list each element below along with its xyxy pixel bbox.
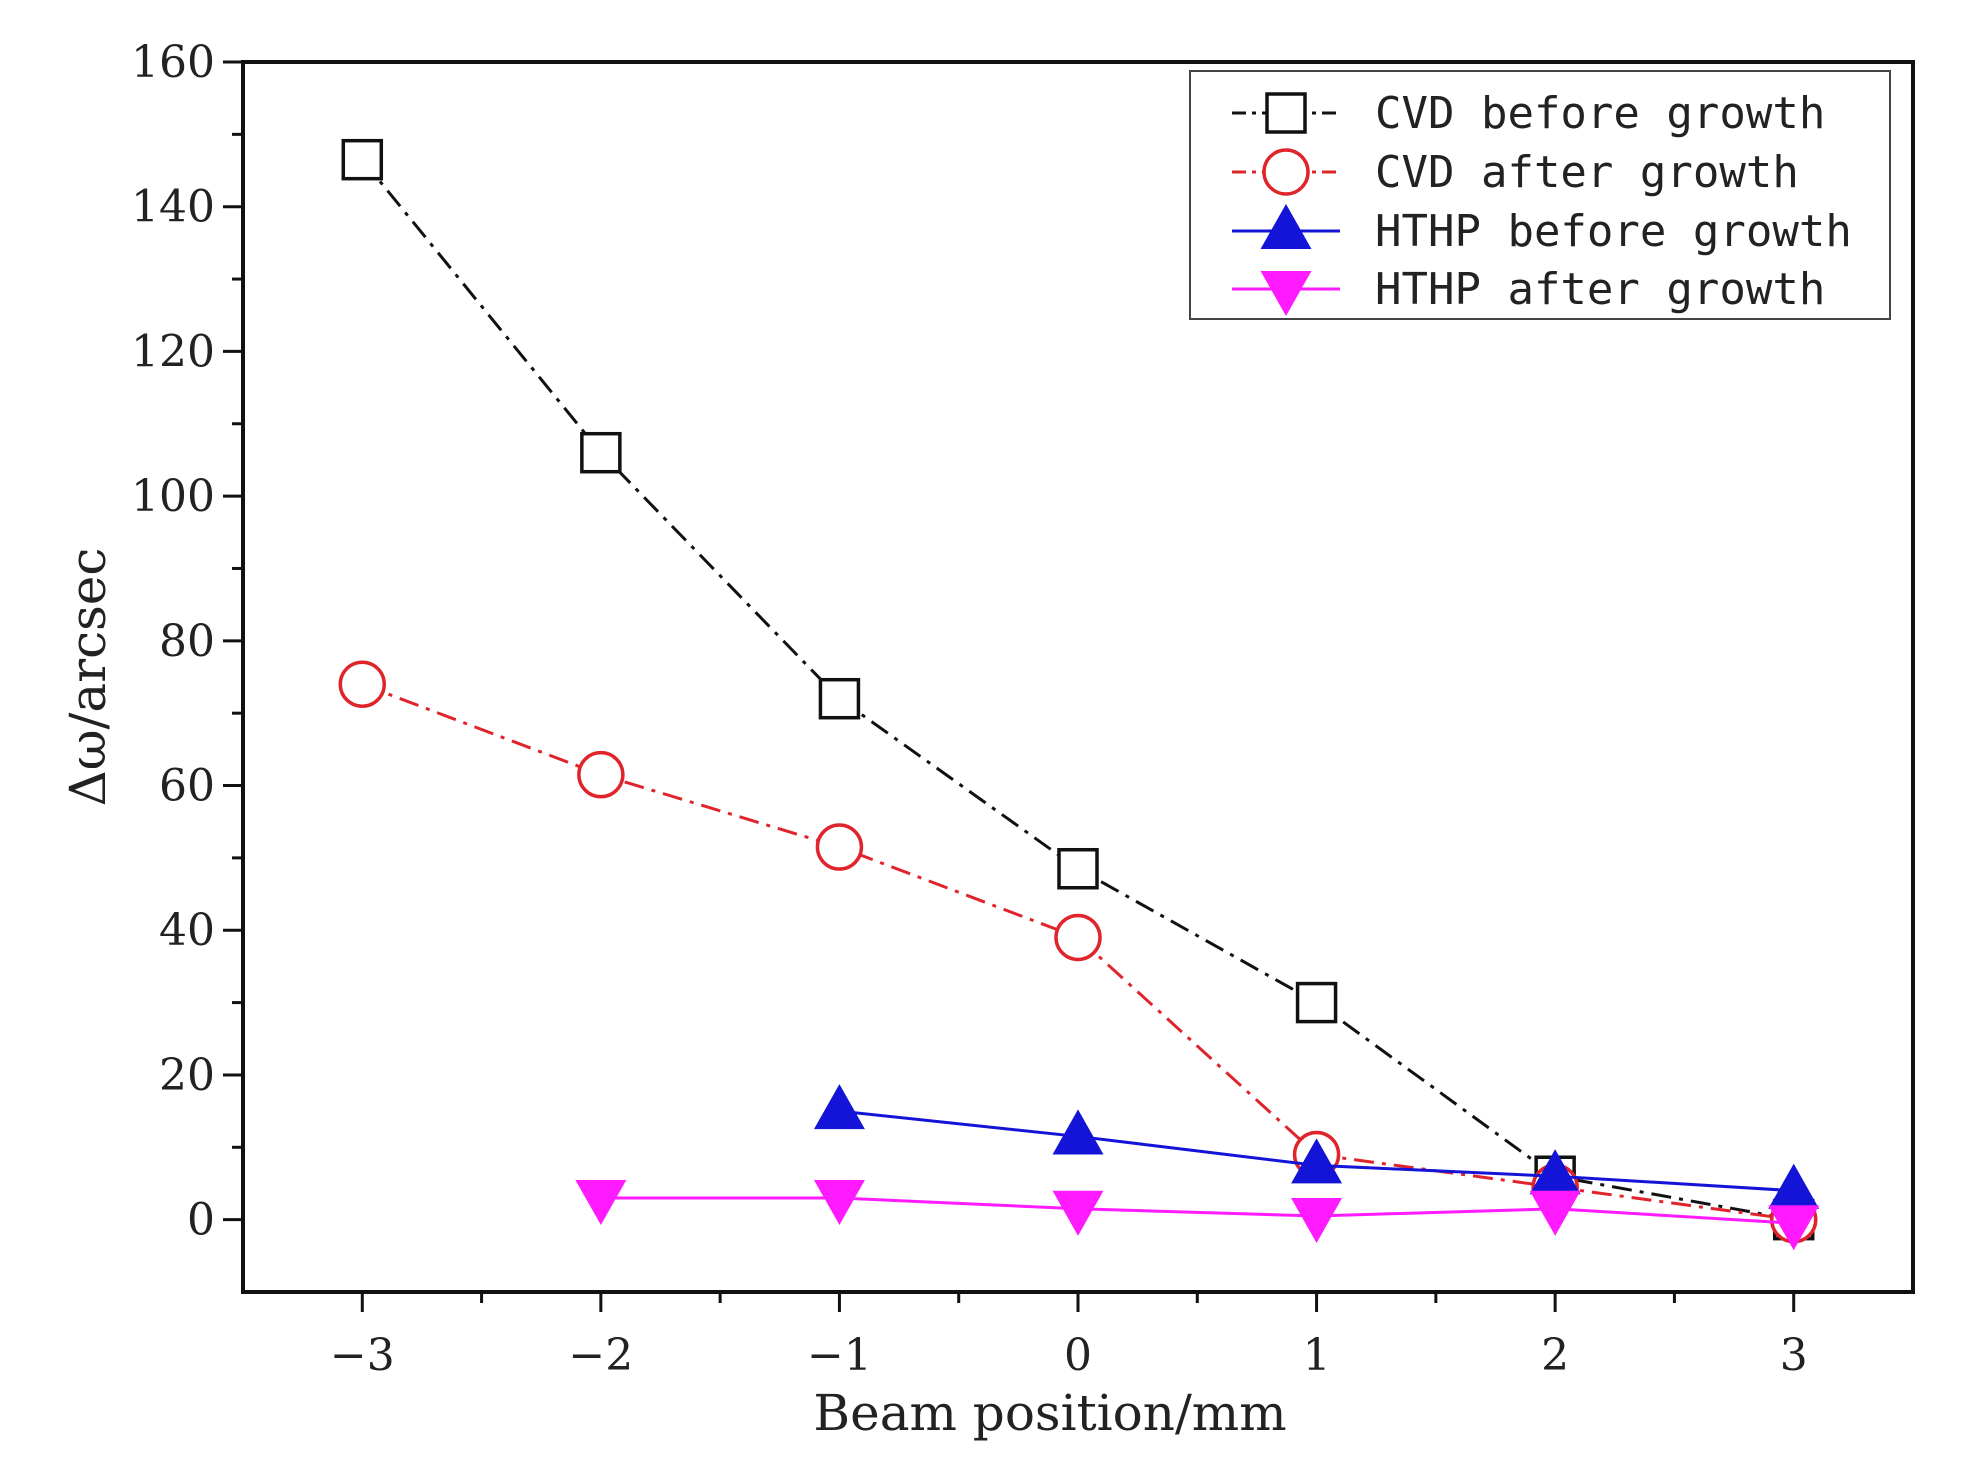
plot-frame [241, 60, 1915, 1294]
y-tick-label: 120 [131, 326, 215, 377]
data-point [580, 431, 622, 474]
legend-marker [1262, 148, 1310, 196]
data-point [815, 823, 864, 871]
x-tick-label: −1 [807, 1330, 872, 1381]
data-point [1054, 913, 1102, 962]
data-point [1291, 1138, 1343, 1184]
data-point [1295, 981, 1338, 1024]
legend-item: CVD before growth [1232, 88, 1825, 139]
data-point [813, 1084, 865, 1130]
x-axis-title: Beam position/mm [813, 1384, 1286, 1442]
legend-marker [1260, 203, 1312, 249]
data-point [1529, 1190, 1581, 1236]
series-layer [338, 138, 1820, 1251]
data-point [1291, 1198, 1343, 1244]
data-point [1052, 1109, 1104, 1155]
y-tick-label: 100 [131, 471, 215, 522]
series-hthp-after-growth [575, 1179, 1820, 1251]
data-point [1768, 1205, 1820, 1251]
y-tick-label: 140 [131, 182, 215, 233]
legend-item: HTHP before growth [1232, 203, 1852, 257]
x-tick-label: 0 [1064, 1330, 1092, 1381]
y-tick-label: 60 [159, 761, 215, 812]
data-point [338, 660, 387, 708]
series-line [600, 1196, 1794, 1225]
data-point [813, 1179, 865, 1225]
y-axis-title: Δω/arcsec [59, 548, 117, 807]
x-tick-label: −3 [330, 1330, 395, 1381]
x-tick-label: −2 [568, 1330, 633, 1381]
legend-marker [1260, 271, 1312, 317]
legend-item: HTHP after growth [1232, 264, 1825, 317]
x-tick-label: 2 [1541, 1330, 1569, 1381]
legend: CVD before growth CVD after growth HTHP be… [1189, 70, 1891, 320]
data-point [1057, 847, 1099, 890]
data-point [575, 1179, 627, 1225]
legend-item: CVD after growth [1232, 147, 1799, 198]
data-point [577, 750, 625, 799]
y-tick-label: 40 [159, 905, 215, 956]
y-tick-label: 80 [159, 616, 215, 667]
y-tick-label: 0 [187, 1195, 215, 1246]
x-tick-label: 1 [1303, 1330, 1331, 1381]
y-tick-label: 160 [131, 37, 215, 88]
axis-ticks: −3 −2 −1 0 1 2 3 0 20 40 60 80 100 120 140 160 [131, 37, 1808, 1381]
x-tick-label: 3 [1780, 1330, 1808, 1381]
legend-label: CVD before growth [1375, 88, 1825, 139]
legend-label: HTHP before growth [1375, 206, 1852, 257]
data-point [818, 677, 861, 720]
data-point [1052, 1190, 1104, 1236]
legend-label: HTHP after growth [1375, 264, 1825, 315]
y-tick-label: 20 [159, 1050, 215, 1101]
legend-label: CVD after growth [1375, 147, 1799, 198]
legend-items: CVD before growth CVD after growth HTHP be… [1232, 88, 1852, 317]
legend-marker [1265, 92, 1307, 134]
data-point [341, 138, 384, 181]
